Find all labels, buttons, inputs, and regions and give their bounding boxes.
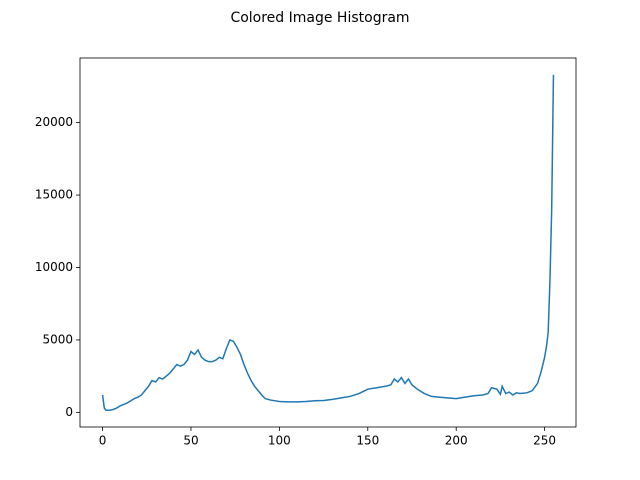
chart-title: Colored Image Histogram <box>230 10 409 26</box>
data-line <box>101 74 555 411</box>
x-tick-label: 0 <box>99 434 107 448</box>
y-tick-label: 10000 <box>35 260 73 274</box>
x-tick-label: 200 <box>445 434 468 448</box>
y-tick-label: 0 <box>65 405 73 419</box>
y-tick-label: 5000 <box>42 332 73 346</box>
x-tick-label: 100 <box>268 434 291 448</box>
y-tick-label: 20000 <box>35 115 73 129</box>
x-tick-label: 250 <box>533 434 556 448</box>
plot-frame <box>79 57 577 428</box>
x-tick-label: 50 <box>183 434 198 448</box>
x-tick-label: 150 <box>356 434 379 448</box>
y-tick-label: 15000 <box>35 188 73 202</box>
